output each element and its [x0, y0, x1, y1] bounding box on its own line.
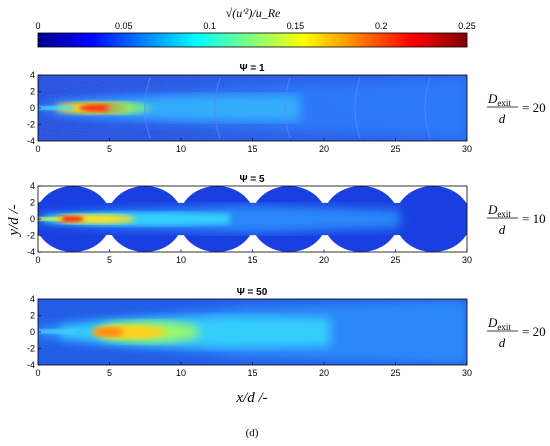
colorbar-gradient: [37, 32, 468, 48]
svg-text:Dexit: Dexit: [487, 315, 511, 332]
y-tick-label: -4: [27, 136, 35, 146]
y-tick-label: -2: [27, 344, 35, 354]
x-tick-label: 10: [176, 368, 186, 378]
x-tick-label: 15: [247, 255, 257, 265]
heatmap-psi-5: [38, 186, 467, 252]
y-tick-label: -4: [27, 360, 35, 370]
y-tick-label: -2: [27, 231, 35, 241]
panel-title: Ψ = 50: [237, 287, 268, 298]
y-axis-label: y/d /-: [6, 204, 22, 237]
y-tick-label: 0: [30, 214, 35, 224]
panel-title: Ψ = 5: [239, 174, 264, 185]
annotation-value: = 20: [522, 100, 546, 115]
panel-psi-1: Ψ = 1 Dexit d = 20: [37, 63, 546, 142]
annotation-numerator: D: [487, 315, 498, 330]
svg-text:Dexit: Dexit: [487, 91, 511, 108]
colorbar-tick-label: 0.1: [203, 21, 216, 31]
annotation-value: = 10: [522, 211, 546, 226]
x-tick-label: 30: [462, 368, 472, 378]
x-tick-label: 10: [176, 144, 186, 154]
x-tick-label: 0: [35, 144, 40, 154]
panel-title: Ψ = 1: [239, 63, 264, 74]
annotation-subscript: exit: [497, 209, 511, 219]
colorbar-label: √(u'²)/u_Re: [226, 6, 281, 20]
svg-text:Dexit: Dexit: [487, 202, 511, 219]
y-tick-label: 2: [30, 311, 35, 321]
x-tick-label: 30: [462, 144, 472, 154]
colorbar-tick-label: 0.2: [375, 21, 388, 31]
x-tick-label: 20: [319, 144, 329, 154]
y-tick-label: 4: [30, 294, 35, 304]
heatmap-psi-50: [38, 299, 467, 365]
annotation-numerator: D: [487, 202, 498, 217]
colorbar-tick-label: 0: [35, 21, 40, 31]
colorbar-tick-label: 0.05: [115, 21, 133, 31]
x-tick-label: 15: [247, 144, 257, 154]
x-axis-label: x/d /-: [235, 390, 267, 406]
x-tick-label: 0: [35, 255, 40, 265]
heatmap-psi-1: [38, 75, 467, 141]
annotation-psi-5: Dexit d = 10: [487, 202, 546, 237]
x-tick-label: 15: [247, 368, 257, 378]
annotation-numerator: D: [487, 91, 498, 106]
colorbar: √(u'²)/u_Re 0 0.05 0.1 0.15 0.2 0.25: [35, 6, 476, 48]
y-tick-label: 4: [30, 181, 35, 191]
annotation-denominator: d: [499, 335, 506, 350]
colorbar-tick-label: 0.15: [287, 21, 305, 31]
x-tick-label: 5: [107, 368, 112, 378]
y-tick-label: 4: [30, 70, 35, 80]
x-tick-label: 20: [319, 368, 329, 378]
y-tick-label: 2: [30, 198, 35, 208]
annotation-subscript: exit: [497, 98, 511, 108]
panel-psi-50: Ψ = 50 Dexit d = 20: [37, 287, 546, 366]
y-tick-label: -2: [27, 120, 35, 130]
y-tick-label: 2: [30, 87, 35, 97]
x-tick-label: 10: [176, 255, 186, 265]
x-tick-label: 5: [107, 144, 112, 154]
panel-psi-5: Ψ = 5 Dexit d = 10: [37, 174, 546, 253]
annotation-denominator: d: [499, 111, 506, 126]
x-tick-label: 25: [390, 368, 400, 378]
x-tick-label: 25: [390, 255, 400, 265]
x-tick-label: 20: [319, 255, 329, 265]
annotation-denominator: d: [499, 222, 506, 237]
annotation-value: = 20: [522, 324, 546, 339]
y-tick-label: 0: [30, 327, 35, 337]
colorbar-tick-label: 0.25: [458, 21, 476, 31]
x-tick-label: 25: [390, 144, 400, 154]
annotation-psi-1: Dexit d = 20: [487, 91, 546, 126]
annotation-psi-50: Dexit d = 20: [487, 315, 546, 350]
y-tick-label: 0: [30, 103, 35, 113]
x-tick-label: 0: [35, 368, 40, 378]
y-tick-label: -4: [27, 247, 35, 257]
x-tick-label: 5: [107, 255, 112, 265]
annotation-subscript: exit: [497, 322, 511, 332]
figure-caption: (d): [246, 427, 259, 439]
x-tick-label: 30: [462, 255, 472, 265]
